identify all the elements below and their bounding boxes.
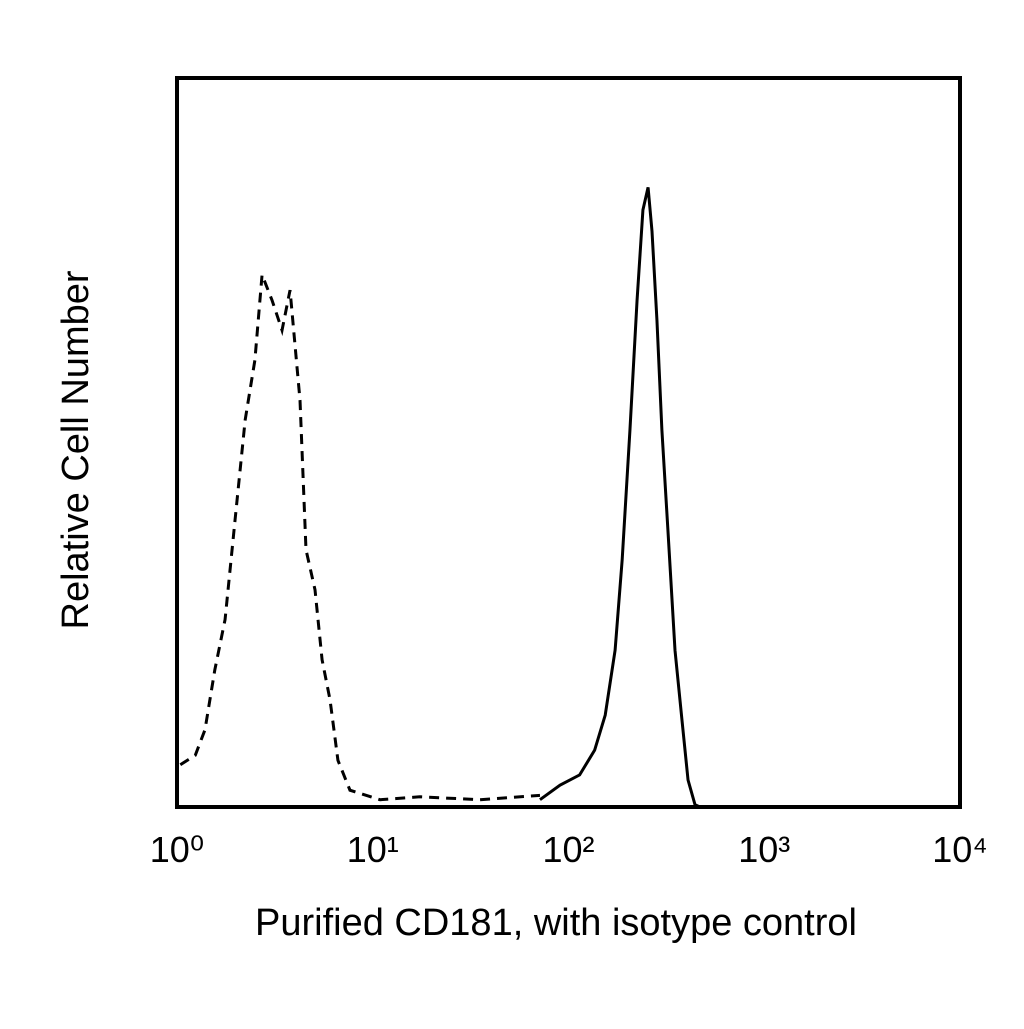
- histogram-line: [539, 187, 701, 809]
- plot-frame: [175, 76, 962, 809]
- x-tick-label: 10³: [738, 829, 790, 870]
- y-axis-title: Relative Cell Number: [55, 270, 97, 629]
- x-tick-label: 10⁴: [932, 829, 988, 870]
- x-axis-title: Purified CD181, with isotype control: [255, 902, 857, 944]
- x-tick-label: 10⁰: [150, 829, 204, 870]
- x-tick-label: 10¹: [347, 829, 399, 870]
- x-tick-label: 10²: [542, 829, 594, 870]
- histogram-line: [179, 274, 541, 802]
